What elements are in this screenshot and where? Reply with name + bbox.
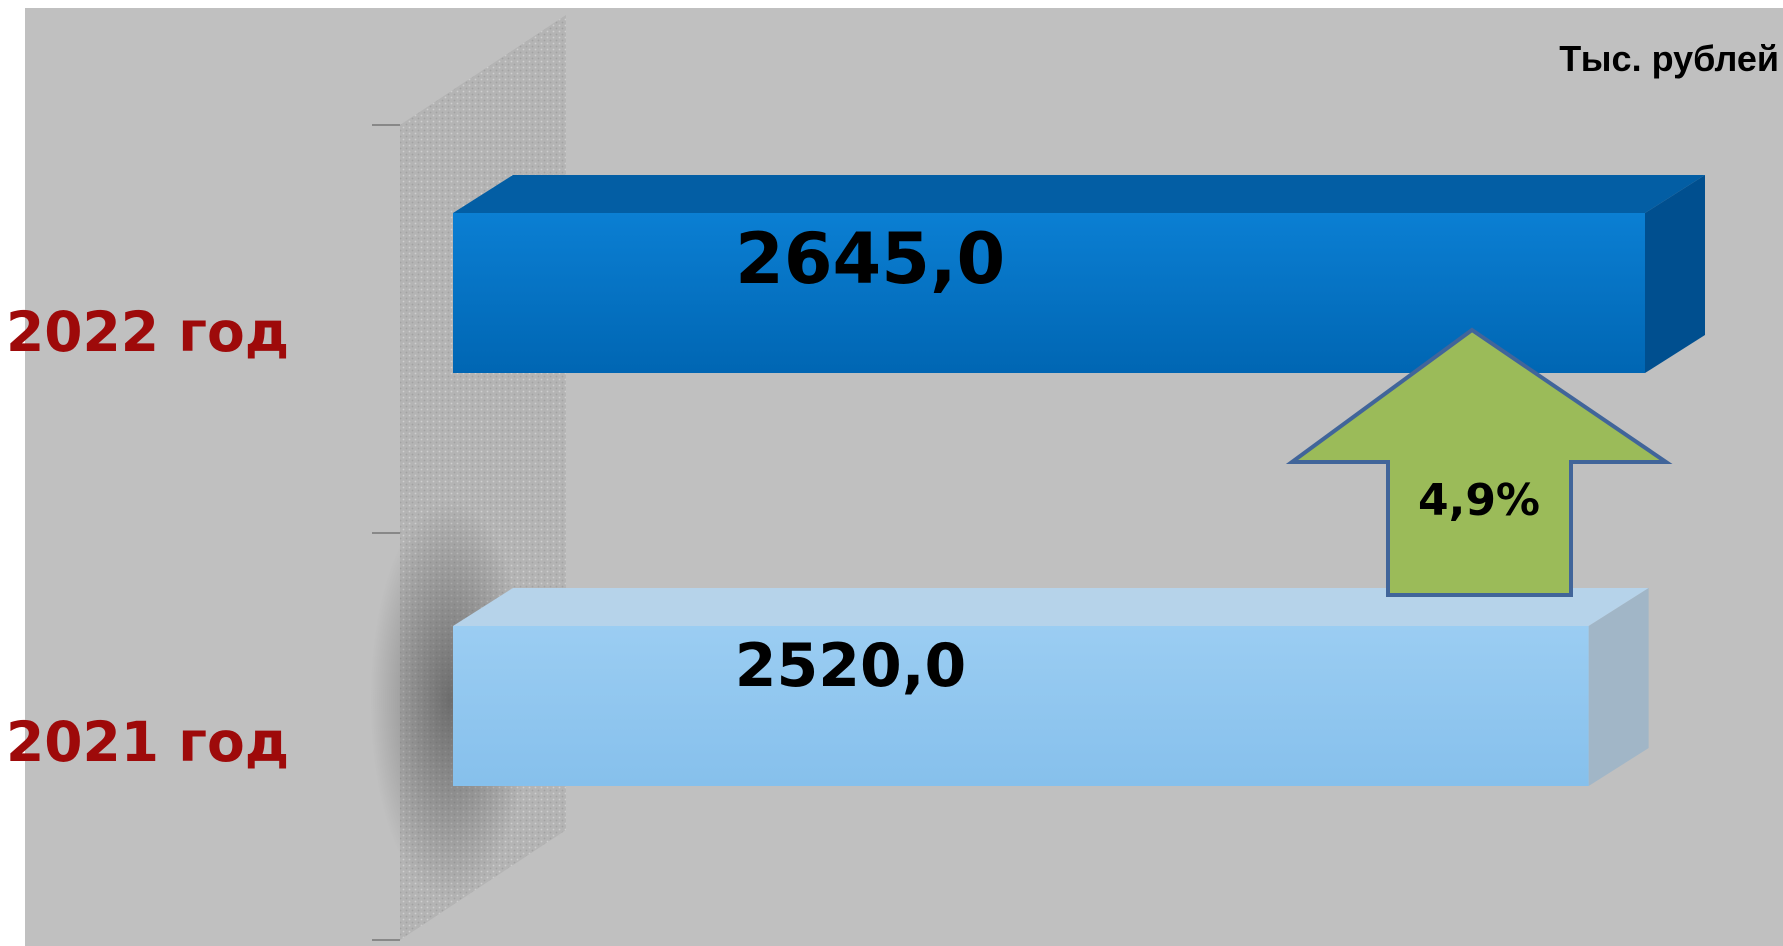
bar-side-face	[1645, 175, 1705, 373]
bar-2022: 2645,0	[453, 175, 1705, 373]
bar-value-label: 2520,0	[735, 631, 967, 701]
bar-front-face	[453, 213, 1645, 373]
bar-side-face	[1588, 588, 1649, 786]
bar-value-label: 2645,0	[735, 218, 1005, 300]
unit-label: Тыс. рублей	[1559, 38, 1779, 79]
category-label-2021: 2021 год	[6, 710, 290, 774]
change-label: 4,9%	[1418, 475, 1540, 526]
bar-top-face	[453, 175, 1705, 213]
bar-2021: 2520,0	[453, 588, 1649, 786]
arrow-shape	[1285, 327, 1673, 597]
bar-front-face	[453, 626, 1589, 786]
growth-arrow: 4,9%	[1285, 327, 1673, 597]
wall-shadow	[370, 500, 530, 900]
category-label-2022: 2022 год	[6, 300, 290, 364]
bar-top-face	[453, 588, 1649, 626]
